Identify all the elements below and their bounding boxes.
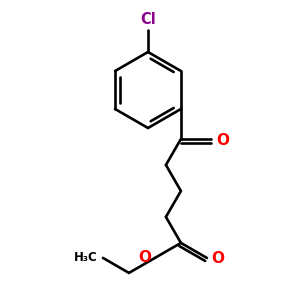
Text: O: O bbox=[211, 251, 224, 266]
Text: O: O bbox=[138, 250, 151, 266]
Text: H₃C: H₃C bbox=[74, 251, 98, 264]
Text: Cl: Cl bbox=[140, 12, 156, 27]
Text: O: O bbox=[216, 133, 229, 148]
